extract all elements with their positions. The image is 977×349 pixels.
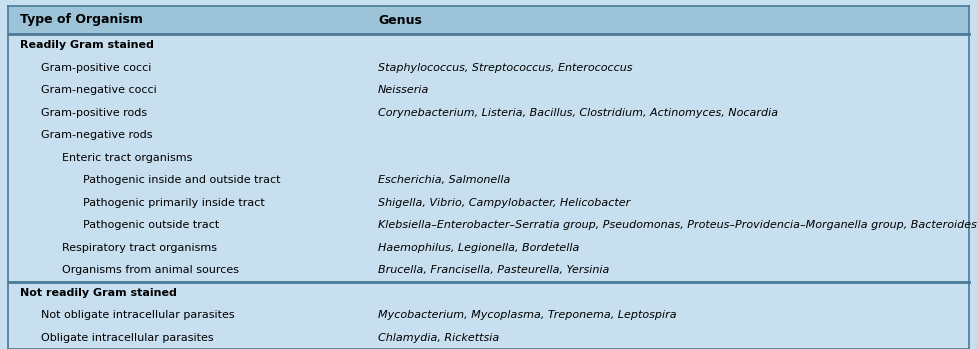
Text: Pathogenic outside tract: Pathogenic outside tract — [83, 220, 219, 230]
Text: Obligate intracellular parasites: Obligate intracellular parasites — [41, 333, 213, 343]
Text: Not readily Gram stained: Not readily Gram stained — [20, 288, 177, 298]
Text: Corynebacterium, Listeria, Bacillus, Clostridium, Actinomyces, Nocardia: Corynebacterium, Listeria, Bacillus, Clo… — [378, 108, 778, 118]
Text: Klebsiella–Enterobacter–Serratia group, Pseudomonas, Proteus–Providencia–Morgane: Klebsiella–Enterobacter–Serratia group, … — [378, 220, 977, 230]
Bar — [8, 6, 969, 34]
Text: Enteric tract organisms: Enteric tract organisms — [62, 153, 192, 163]
Text: Haemophilus, Legionella, Bordetella: Haemophilus, Legionella, Bordetella — [378, 243, 579, 253]
Text: Mycobacterium, Mycoplasma, Treponema, Leptospira: Mycobacterium, Mycoplasma, Treponema, Le… — [378, 310, 677, 320]
Text: Gram-positive cocci: Gram-positive cocci — [41, 63, 151, 73]
Text: Chlamydia, Rickettsia: Chlamydia, Rickettsia — [378, 333, 499, 343]
Text: Gram-positive rods: Gram-positive rods — [41, 108, 147, 118]
Text: Not obligate intracellular parasites: Not obligate intracellular parasites — [41, 310, 234, 320]
Text: Pathogenic inside and outside tract: Pathogenic inside and outside tract — [83, 175, 280, 185]
Text: Gram-negative rods: Gram-negative rods — [41, 130, 152, 140]
Text: Respiratory tract organisms: Respiratory tract organisms — [62, 243, 217, 253]
Text: Shigella, Vibrio, Campylobacter, Helicobacter: Shigella, Vibrio, Campylobacter, Helicob… — [378, 198, 630, 208]
Text: Genus: Genus — [378, 14, 422, 27]
Text: Neisseria: Neisseria — [378, 85, 429, 95]
Text: Gram-negative cocci: Gram-negative cocci — [41, 85, 156, 95]
Text: Type of Organism: Type of Organism — [20, 14, 143, 27]
Text: Pathogenic primarily inside tract: Pathogenic primarily inside tract — [83, 198, 265, 208]
Text: Escherichia, Salmonella: Escherichia, Salmonella — [378, 175, 510, 185]
Text: Organisms from animal sources: Organisms from animal sources — [62, 265, 238, 275]
Text: Readily Gram stained: Readily Gram stained — [20, 40, 153, 50]
Text: Brucella, Francisella, Pasteurella, Yersinia: Brucella, Francisella, Pasteurella, Yers… — [378, 265, 610, 275]
Text: Staphylococcus, Streptococcus, Enterococcus: Staphylococcus, Streptococcus, Enterococ… — [378, 63, 632, 73]
